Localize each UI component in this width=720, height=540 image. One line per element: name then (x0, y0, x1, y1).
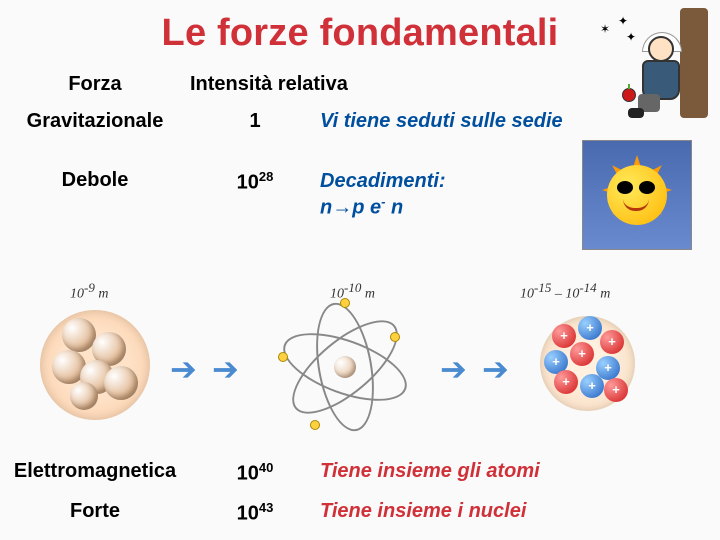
row-elettromagnetica: Elettromagnetica 1040 Tiene insieme gli … (0, 460, 540, 486)
arrow-icon: ➔ (212, 350, 239, 388)
scale-label-right: 10-15 – 10-14 m (520, 280, 610, 303)
sun-sunglasses-icon (582, 140, 692, 250)
force-name: Debole (0, 169, 190, 192)
header-forza: Forza (0, 73, 190, 96)
force-desc: Decadimenti: n→p e- n (320, 169, 446, 221)
row-forte: Forte 1043 Tiene insieme i nuclei (0, 500, 526, 526)
force-name: Forte (0, 500, 190, 523)
nucleus-large-icon (40, 310, 150, 420)
arrow-icon: ➔ (170, 350, 197, 388)
atom-icon (270, 292, 420, 442)
force-intensity: 1 (190, 110, 320, 133)
force-desc: Tiene insieme i nuclei (320, 500, 526, 523)
nucleus-protons-icon: + + + + + + + + + (540, 316, 635, 411)
newton-cartoon-icon: ✦✶✦ (593, 8, 708, 118)
force-name: Elettromagnetica (0, 460, 190, 483)
force-name: Gravitazionale (0, 110, 190, 133)
force-intensity: 1043 (190, 500, 320, 526)
arrow-icon: ➔ (482, 350, 509, 388)
force-intensity: 1028 (190, 169, 320, 195)
header-intensita: Intensità relativa (190, 73, 390, 96)
arrow-icon: ➔ (440, 350, 467, 388)
force-intensity: 1040 (190, 460, 320, 486)
force-desc: Tiene insieme gli atomi (320, 460, 540, 483)
scale-label-left: 10-9 m (70, 280, 108, 303)
arrow-icon: → (332, 197, 352, 219)
force-desc: Vi tiene seduti sulle sedie (320, 110, 563, 133)
scale-diagram: 10-9 m 10-10 m 10-15 – 10-14 m ➔ ➔ ➔ ➔ +… (40, 280, 680, 440)
